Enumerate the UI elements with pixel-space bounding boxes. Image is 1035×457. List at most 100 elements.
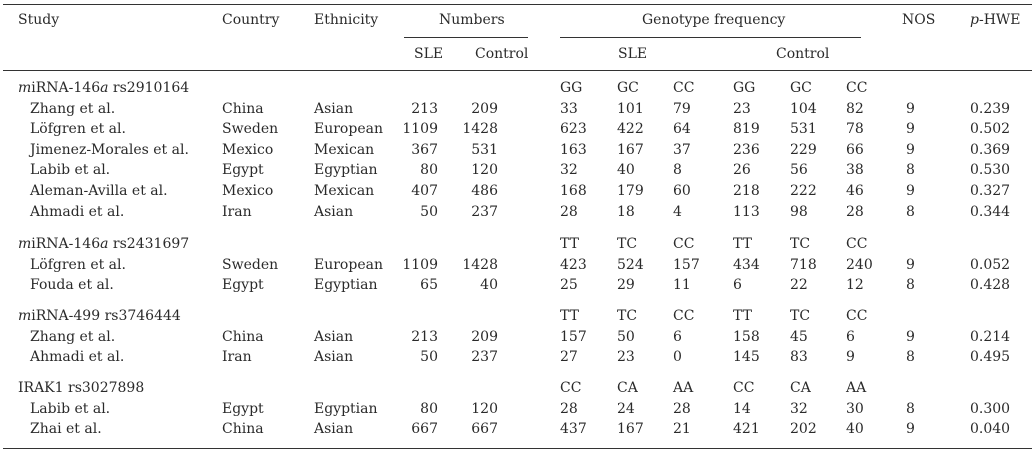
genotype-count: 240 — [846, 257, 873, 273]
group-title-title-rest: IRAK1 rs3027898 — [18, 380, 145, 396]
phwe-value: 0.239 — [970, 101, 1011, 117]
group-title-title-tail: rs2431697 — [108, 236, 190, 252]
group-title-title-tail: rs2910164 — [108, 80, 190, 96]
nos-score: 8 — [906, 349, 915, 365]
genotype-count: 30 — [846, 401, 864, 417]
genotype-count: 23 — [733, 101, 751, 117]
ethnicity-cell: Asian — [314, 204, 354, 220]
genotype-count: 236 — [733, 142, 760, 158]
sle-count: 50 — [420, 204, 438, 220]
genotype-count: 11 — [673, 277, 691, 293]
genotype-count: 40 — [846, 421, 864, 437]
genotype-count: 168 — [560, 183, 587, 199]
genotype-count: 22 — [790, 277, 808, 293]
genotype-count: 27 — [560, 349, 578, 365]
header-sle: SLE — [414, 46, 444, 62]
group-title-title-suffix-italic: a — [100, 236, 109, 252]
genotype-count: 222 — [790, 183, 817, 199]
header-phwe-rest: -HWE — [978, 12, 1021, 28]
genotype-count: 82 — [846, 101, 864, 117]
genotype-count: 56 — [790, 162, 808, 178]
ethnicity-cell: Egyptian — [314, 162, 378, 178]
study-name: Fouda et al. — [30, 277, 114, 293]
genotype-label: CC — [560, 380, 582, 396]
ethnicity-cell: Egyptian — [314, 277, 378, 293]
genotype-count: 6 — [846, 329, 855, 345]
control-count: 1428 — [462, 121, 498, 137]
genotype-count: 623 — [560, 121, 587, 137]
nos-score: 8 — [906, 204, 915, 220]
nos-score: 9 — [906, 329, 915, 345]
nos-score: 9 — [906, 121, 915, 137]
nos-score: 9 — [906, 183, 915, 199]
study-name: Zhang et al. — [30, 101, 116, 117]
genotype-count: 28 — [846, 204, 864, 220]
genotype-count: 37 — [673, 142, 691, 158]
genotype-count: 229 — [790, 142, 817, 158]
genotype-label: GG — [560, 80, 583, 96]
header-nos: NOS — [902, 12, 936, 28]
genotype-count: 78 — [846, 121, 864, 137]
genotype-count: 8 — [673, 162, 682, 178]
phwe-value: 0.052 — [970, 257, 1011, 273]
numbers-spanner-rule — [404, 37, 528, 38]
header-ethnicity: Ethnicity — [314, 12, 379, 28]
genotype-label: TT — [560, 308, 579, 324]
country-cell: China — [222, 101, 264, 117]
control-count: 120 — [471, 401, 498, 417]
header-study: Study — [18, 12, 60, 28]
header-gf-control: Control — [776, 46, 830, 62]
study-name: Löfgren et al. — [30, 257, 126, 273]
genotype-count: 167 — [617, 142, 644, 158]
nos-score: 8 — [906, 162, 915, 178]
ethnicity-cell: Asian — [314, 349, 354, 365]
phwe-value: 0.040 — [970, 421, 1011, 437]
genotype-count: 45 — [790, 329, 808, 345]
study-name: Labib et al. — [30, 401, 111, 417]
genotype-count: 167 — [617, 421, 644, 437]
phwe-value: 0.495 — [970, 349, 1011, 365]
study-name: Ahmadi et al. — [30, 204, 125, 220]
genotype-count: 524 — [617, 257, 644, 273]
group-title-title-rest: iRNA-146 — [31, 236, 101, 252]
genotype-count: 26 — [733, 162, 751, 178]
phwe-value: 0.369 — [970, 142, 1011, 158]
genotype-label: CC — [846, 308, 868, 324]
control-count: 486 — [471, 183, 498, 199]
country-cell: Egypt — [222, 277, 264, 293]
genotype-count: 46 — [846, 183, 864, 199]
genotype-label: TC — [790, 308, 811, 324]
genotype-count: 218 — [733, 183, 760, 199]
country-cell: Sweden — [222, 121, 279, 137]
genotype-count: 21 — [673, 421, 691, 437]
genotype-count: 25 — [560, 277, 578, 293]
genotype-count: 179 — [617, 183, 644, 199]
header-gf-sle: SLE — [618, 46, 648, 62]
genotype-spanner-rule — [560, 37, 861, 38]
genotype-count: 33 — [560, 101, 578, 117]
genotype-count: 531 — [790, 121, 817, 137]
genotype-label: CC — [733, 380, 755, 396]
group-title: miRNA-499 rs3746444 — [18, 308, 181, 324]
phwe-value: 0.327 — [970, 183, 1011, 199]
sle-count: 1109 — [402, 257, 438, 273]
genotype-count: 163 — [560, 142, 587, 158]
country-cell: Mexico — [222, 183, 274, 199]
study-name: Zhai et al. — [30, 421, 102, 437]
genotype-count: 28 — [673, 401, 691, 417]
genotype-count: 12 — [846, 277, 864, 293]
country-cell: Iran — [222, 349, 252, 365]
genotype-count: 423 — [560, 257, 587, 273]
genotype-count: 202 — [790, 421, 817, 437]
header-numbers: Numbers — [439, 12, 505, 28]
genotype-count: 38 — [846, 162, 864, 178]
genotype-label: TT — [733, 308, 752, 324]
country-cell: Mexico — [222, 142, 274, 158]
group-title-title-prefix: m — [18, 236, 32, 252]
group-title-title-rest: iRNA-146 — [31, 80, 101, 96]
control-count: 667 — [471, 421, 498, 437]
group-title-title-prefix: m — [18, 80, 32, 96]
nos-score: 9 — [906, 101, 915, 117]
header-phwe: p-HWE — [970, 12, 1021, 28]
genotype-count: 0 — [673, 349, 682, 365]
